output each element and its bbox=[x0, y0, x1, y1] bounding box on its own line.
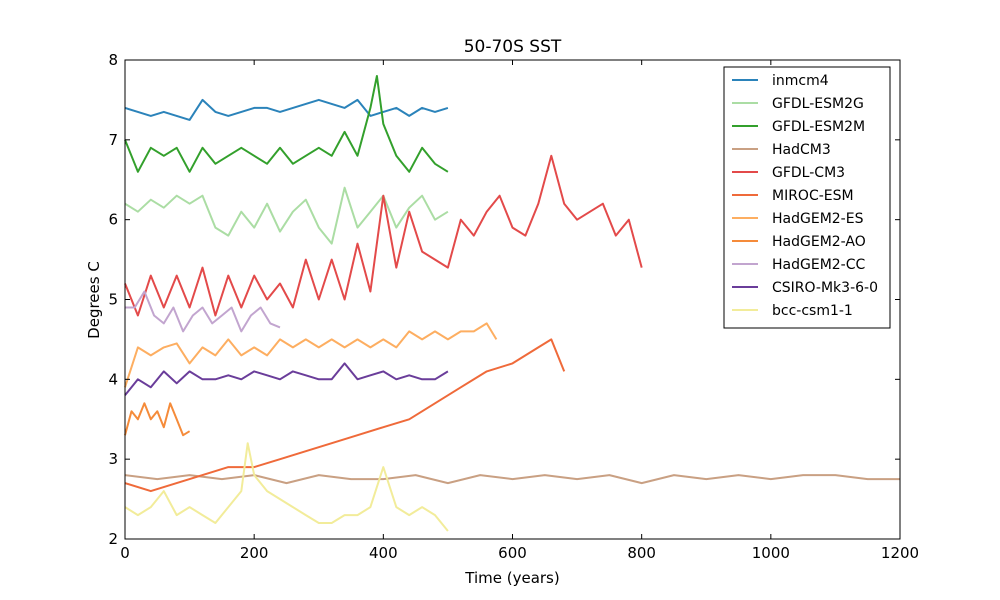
x-tick-label: 600 bbox=[498, 544, 527, 562]
series-line-csiro-mk3-6-0 bbox=[124, 362, 449, 396]
legend-label: CSIRO-Mk3-6-0 bbox=[772, 280, 878, 296]
series-line-bcc-csm1-1 bbox=[124, 442, 449, 532]
series-line-hadgem2-es bbox=[124, 322, 498, 388]
legend-label: inmcm4 bbox=[772, 73, 829, 89]
y-tick-label: 2 bbox=[108, 530, 118, 548]
x-tick-label: 1200 bbox=[881, 544, 919, 562]
legend-label: HadGEM2-AO bbox=[772, 234, 866, 250]
series-line-miroc-esm bbox=[124, 338, 566, 493]
x-tick-label: 200 bbox=[240, 544, 269, 562]
series-line-inmcm4 bbox=[124, 98, 449, 121]
x-tick-label: 0 bbox=[120, 544, 130, 562]
legend-label: HadGEM2-CC bbox=[772, 257, 866, 273]
x-tick-label: 800 bbox=[627, 544, 656, 562]
x-axis-label: Time (years) bbox=[464, 569, 559, 587]
series-lines bbox=[124, 75, 900, 532]
legend-label: bcc-csm1-1 bbox=[772, 303, 853, 319]
legend-label: HadGEM2-ES bbox=[772, 211, 864, 227]
legend-label: HadCM3 bbox=[772, 142, 831, 158]
series-line-hadgem2-ao bbox=[124, 402, 191, 437]
y-tick-label: 8 bbox=[108, 51, 118, 69]
series-line-hadgem2-cc bbox=[125, 290, 281, 333]
series-line-gfdl-esm2g bbox=[124, 186, 449, 245]
y-tick-label: 6 bbox=[108, 211, 118, 229]
series-line-hadcm3 bbox=[124, 474, 900, 485]
legend-label: GFDL-CM3 bbox=[772, 165, 845, 181]
chart-title: 50-70S SST bbox=[464, 37, 562, 57]
y-tick-label: 7 bbox=[108, 131, 118, 149]
x-tick-label: 400 bbox=[369, 544, 398, 562]
y-tick-label: 4 bbox=[108, 370, 118, 388]
legend-label: GFDL-ESM2M bbox=[772, 119, 865, 135]
axis-ticks: 0 200 400 600 800 1000 1200 2 3 4 5 6 7 8 bbox=[108, 51, 919, 562]
series-line-gfdl-esm2m bbox=[124, 75, 449, 173]
legend-label: GFDL-ESM2G bbox=[772, 96, 864, 112]
legend-label: MIROC-ESM bbox=[772, 188, 854, 204]
legend: inmcm4 GFDL-ESM2G GFDL-ESM2M HadCM3 GFDL-CM3… bbox=[723, 66, 891, 329]
y-tick-label: 3 bbox=[108, 450, 118, 468]
y-tick-label: 5 bbox=[108, 291, 118, 309]
x-tick-label: 1000 bbox=[752, 544, 790, 562]
legend-box bbox=[723, 66, 891, 329]
y-axis-label: Degrees C bbox=[85, 261, 103, 339]
series-line-gfdl-cm3 bbox=[124, 154, 643, 317]
